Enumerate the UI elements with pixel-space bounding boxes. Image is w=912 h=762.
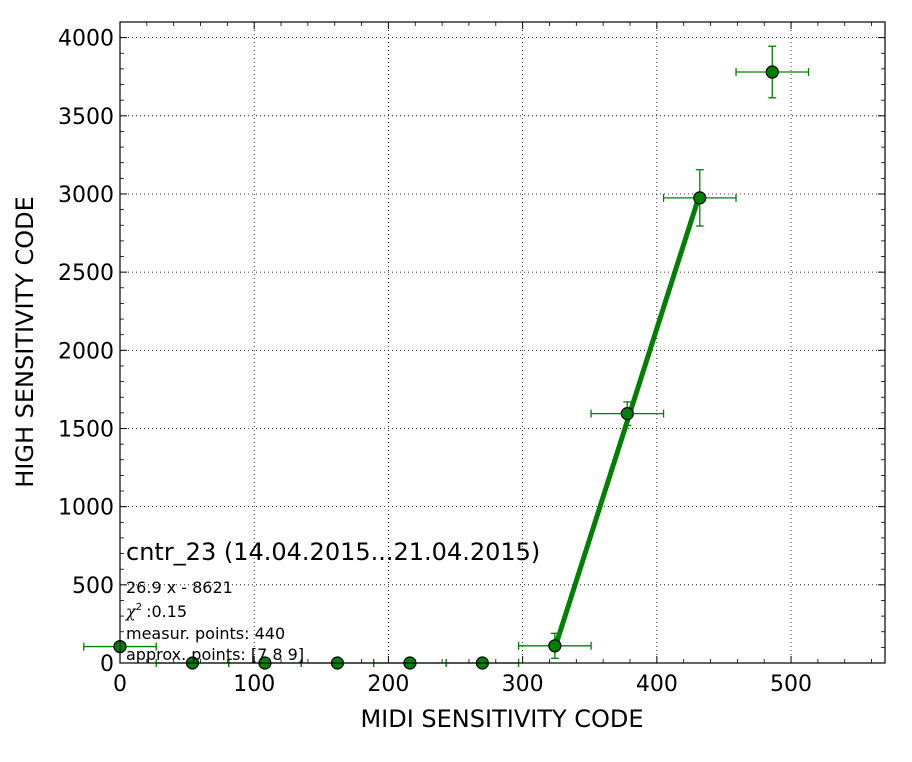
data-point — [765, 65, 779, 79]
y-tick-label: 2500 — [58, 261, 114, 286]
x-tick-label: 300 — [502, 672, 544, 697]
y-tick-label: 0 — [100, 652, 114, 677]
x-tick-label: 0 — [113, 672, 127, 697]
y-tick-label: 4000 — [58, 27, 114, 52]
fit-equation: 26.9 x - 8621 — [126, 578, 233, 597]
chi-value: :0.15 — [146, 602, 187, 621]
x-tick-labels: 0 100 200 300 400 500 — [113, 672, 812, 697]
x-tick-label: 200 — [367, 672, 409, 697]
y-tick-label: 2000 — [58, 339, 114, 364]
y-tick-label: 1000 — [58, 496, 114, 521]
data-point — [548, 639, 562, 653]
chi-square: χ2 :0.15 — [125, 602, 187, 621]
y-tick-label: 1500 — [58, 417, 114, 442]
y-tick-label: 3000 — [58, 183, 114, 208]
chi-superscript: 2 — [136, 602, 142, 613]
y-tick-label: 3500 — [58, 105, 114, 130]
x-tick-label: 100 — [233, 672, 275, 697]
chi-symbol: χ — [125, 602, 137, 621]
grid-lines — [120, 22, 885, 663]
data-point — [693, 191, 707, 205]
major-ticks — [119, 22, 885, 664]
x-axis-title: MIDI SENSITIVITY CODE — [360, 705, 643, 733]
measured-points: measur. points: 440 — [126, 624, 285, 643]
data-point — [620, 407, 634, 421]
chart-title: cntr_23 (14.04.2015...21.04.2015) — [126, 538, 540, 566]
minor-ticks — [120, 21, 885, 663]
x-tick-label: 400 — [636, 672, 678, 697]
y-tick-label: 500 — [72, 574, 114, 599]
x-tick-label: 500 — [770, 672, 812, 697]
plot-frame — [119, 21, 886, 664]
approx-points: approx. points: [7 8 9] — [126, 645, 304, 664]
y-tick-labels: 0 500 1000 1500 2000 2500 3000 3500 4000 — [58, 27, 114, 677]
y-axis-title: HIGH SENSITIVITY CODE — [11, 196, 39, 488]
